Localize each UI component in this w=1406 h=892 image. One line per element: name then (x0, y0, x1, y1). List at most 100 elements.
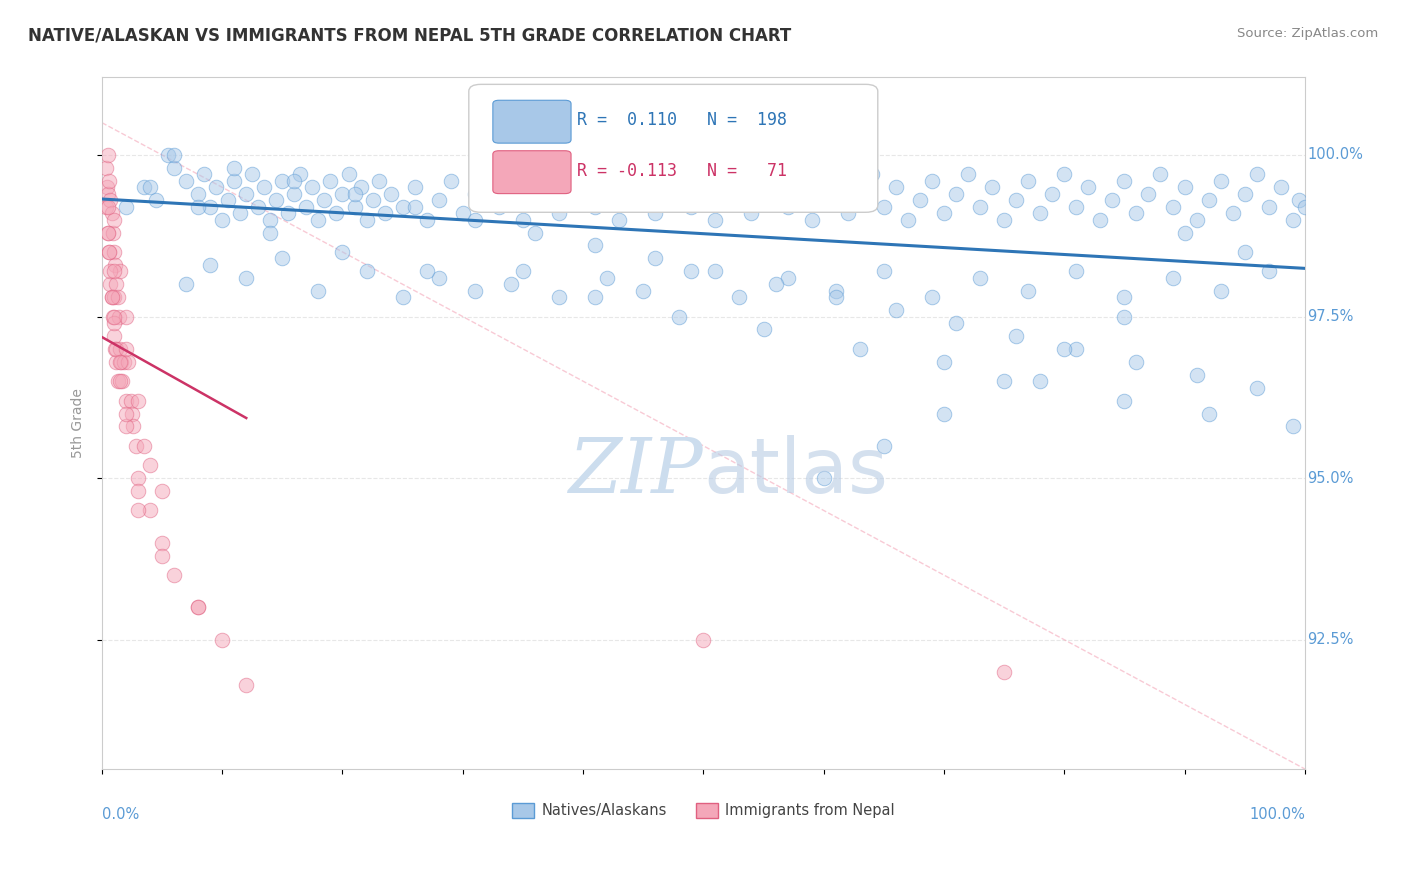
Point (121, 407, 143, 421)
Point (100, 206, 122, 220)
Point (1233, 186, 1256, 201)
Point (271, 252, 294, 266)
Point (860, 167, 883, 181)
Point (314, 193, 336, 207)
Point (1209, 284, 1232, 298)
FancyBboxPatch shape (468, 85, 877, 212)
Point (198, 200, 221, 214)
Point (415, 212, 437, 227)
Point (776, 200, 799, 214)
Point (1125, 355, 1147, 369)
Point (247, 200, 270, 214)
Point (94, 161, 117, 175)
Point (464, 212, 486, 227)
Point (873, 200, 896, 214)
Point (824, 284, 846, 298)
Point (1029, 374, 1052, 388)
Point (1257, 200, 1279, 214)
Point (122, 419, 145, 434)
Point (681, 264, 703, 278)
Point (295, 200, 318, 214)
Point (163, 161, 186, 175)
Point (1017, 284, 1039, 298)
Point (115, 342, 138, 356)
Point (103, 244, 125, 259)
Point (837, 206, 859, 220)
Point (337, 167, 360, 181)
Point (1053, 342, 1076, 356)
Point (1281, 212, 1303, 227)
Point (108, 355, 131, 369)
Point (101, 226, 124, 240)
Point (932, 355, 955, 369)
Point (1161, 270, 1184, 285)
Point (211, 212, 233, 227)
Point (631, 174, 654, 188)
Point (728, 174, 751, 188)
Point (163, 148, 186, 162)
Legend: Natives/Alaskans, Immigrants from Nepal: Natives/Alaskans, Immigrants from Nepal (506, 797, 900, 824)
Point (415, 264, 437, 278)
Point (391, 290, 413, 304)
Point (969, 200, 991, 214)
Point (873, 264, 896, 278)
Point (523, 193, 546, 207)
Point (1185, 368, 1208, 382)
Point (1114, 290, 1136, 304)
Point (427, 270, 450, 285)
Text: 100.0%: 100.0% (1308, 147, 1362, 162)
Point (104, 342, 127, 356)
Point (139, 458, 162, 473)
Point (932, 407, 955, 421)
Point (1125, 206, 1147, 220)
Point (224, 174, 246, 188)
Point (1173, 180, 1195, 194)
Point (475, 167, 498, 181)
Point (1101, 193, 1123, 207)
Point (187, 200, 209, 214)
Point (512, 212, 534, 227)
Point (1270, 180, 1292, 194)
Point (1005, 329, 1028, 343)
Point (100, 290, 122, 304)
Point (1209, 174, 1232, 188)
Point (211, 632, 233, 647)
Point (174, 277, 197, 292)
Point (103, 290, 125, 304)
Point (98, 264, 121, 278)
Point (932, 206, 955, 220)
Point (728, 290, 751, 304)
Point (271, 174, 294, 188)
Point (104, 258, 127, 272)
Point (704, 212, 727, 227)
Point (464, 284, 486, 298)
Point (1114, 174, 1136, 188)
Point (98, 244, 121, 259)
Point (235, 678, 257, 692)
Point (103, 264, 125, 278)
Point (112, 355, 135, 369)
Point (873, 439, 896, 453)
Point (824, 290, 846, 304)
Point (404, 200, 426, 214)
Point (107, 374, 129, 388)
Text: R =  0.110   N =  198: R = 0.110 N = 198 (576, 112, 787, 129)
Point (115, 200, 138, 214)
Point (163, 568, 186, 582)
Point (1040, 186, 1063, 201)
Point (993, 665, 1015, 679)
Point (120, 393, 142, 408)
Point (307, 212, 329, 227)
Point (103, 310, 125, 324)
Point (1064, 264, 1087, 278)
Point (776, 270, 799, 285)
Point (1161, 200, 1184, 214)
Point (187, 186, 209, 201)
Point (1114, 310, 1136, 324)
Point (259, 212, 281, 227)
Point (427, 193, 450, 207)
Point (596, 180, 619, 194)
Point (319, 174, 342, 188)
Point (548, 290, 571, 304)
Point (356, 212, 378, 227)
